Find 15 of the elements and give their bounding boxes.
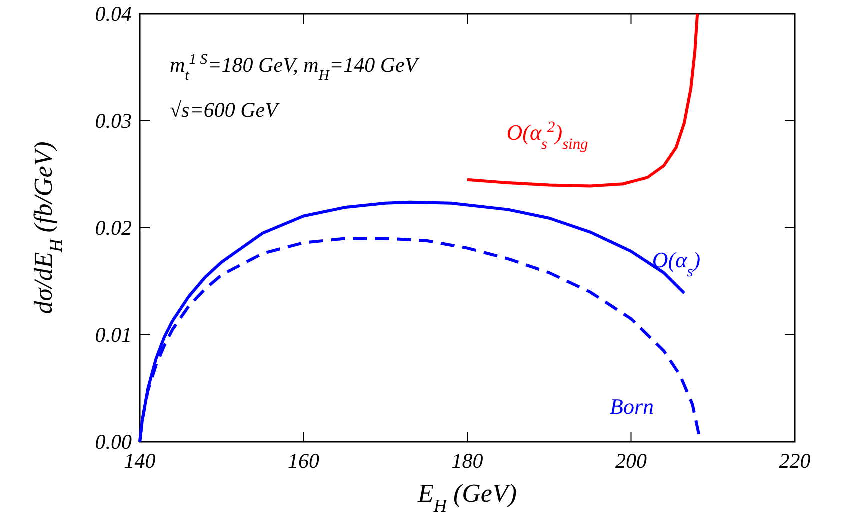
x-tick-label: 200: [616, 449, 648, 473]
line-series: [466, 12, 700, 188]
y-tick-label: 0.04: [95, 2, 132, 26]
x-axis-title: E$_{H}$ (GeV): [416, 479, 518, 516]
y-tick-label: 0.01: [95, 323, 132, 347]
y-tick-label: 0.03: [95, 109, 132, 133]
series-label: O(α$_{s}$): [652, 247, 701, 280]
y-tick-label: 0.02: [95, 216, 132, 240]
x-tick-label: 220: [779, 449, 812, 473]
x-tick-label: 180: [452, 449, 484, 473]
x-tick-label: 160: [288, 449, 320, 473]
annotation: √s=600 GeV: [170, 98, 280, 122]
annotation: m$_{t}$$^{1 S}$=180 GeV, m$_{H}$=140 GeV: [170, 52, 420, 84]
series-label: Born: [610, 394, 654, 419]
series-label: O(α$_{s}$$^{2}$)$_{sing}$: [506, 118, 589, 152]
